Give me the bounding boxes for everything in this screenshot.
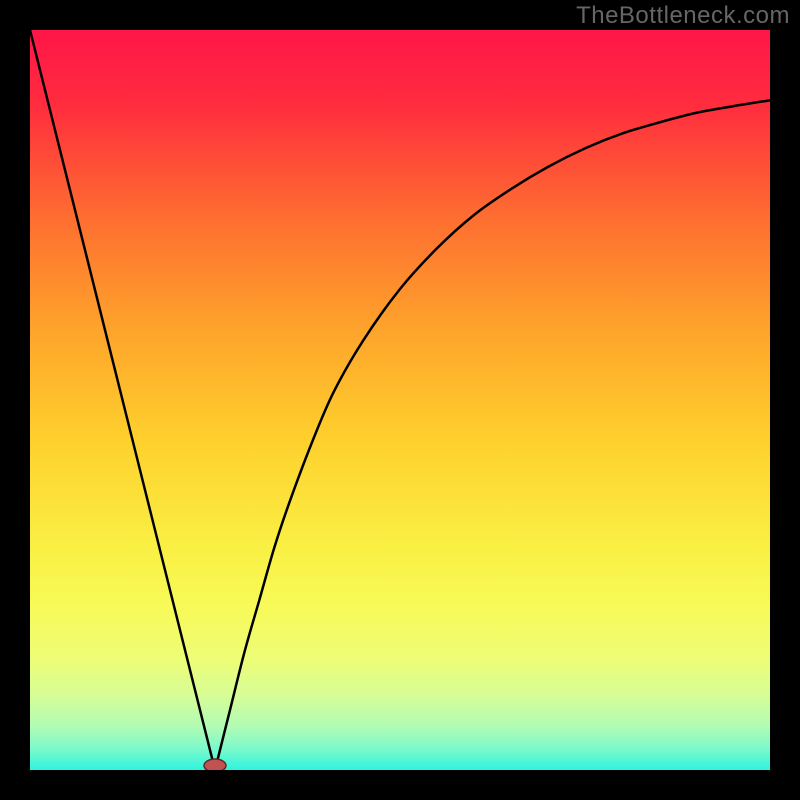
watermark-text: TheBottleneck.com [576, 2, 790, 30]
bottleneck-chart [30, 30, 770, 770]
chart-frame: TheBottleneck.com [0, 0, 800, 800]
minimum-marker [204, 759, 226, 770]
chart-background [30, 30, 770, 770]
